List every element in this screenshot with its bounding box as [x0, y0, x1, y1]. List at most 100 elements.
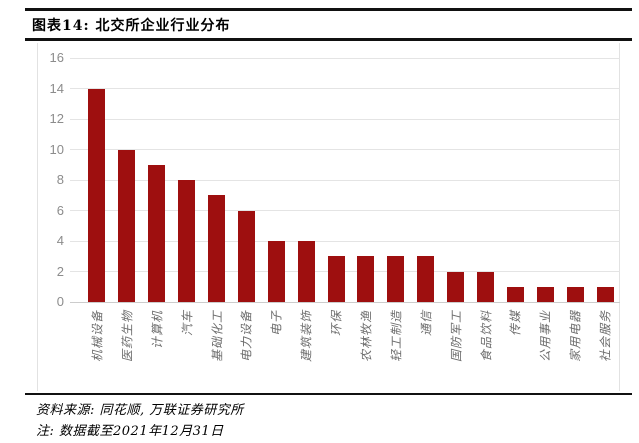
- x-axis-label-slot: 建筑装饰: [291, 310, 321, 394]
- y-axis-tick-label: 10: [49, 141, 64, 157]
- bar: [267, 241, 285, 302]
- chart-title: 图表14: 北交所企业行业分布: [32, 18, 231, 34]
- x-axis-label: 医药生物: [120, 310, 135, 363]
- x-axis-label-slot: 汽车: [172, 310, 202, 394]
- y-axis-tick-label: 8: [56, 172, 64, 187]
- bar-slot: [381, 58, 411, 302]
- x-axis-labels: 机械设备 医药生物 计算机 汽车 基础化工 电力设备 电子 建筑装饰 环保 农林牧渔 轻工制造 通信国…: [82, 310, 620, 394]
- gridline: [70, 57, 620, 59]
- bar-slot: [261, 58, 291, 302]
- y-axis-tick-label: 4: [56, 233, 64, 248]
- top-rule: [25, 8, 632, 11]
- x-axis-label-slot: 农林牧渔: [351, 310, 381, 394]
- bar-slot: [172, 58, 202, 302]
- x-axis-label-slot: 机械设备: [82, 310, 112, 394]
- x-axis-label: 家用电器: [568, 310, 583, 363]
- bar-slot: [560, 58, 590, 302]
- x-axis-label-slot: 国防军工: [441, 310, 471, 394]
- bar-slot: [291, 58, 321, 302]
- x-axis-label: 轻工制造: [389, 310, 404, 363]
- bar: [88, 88, 106, 302]
- gridline: [70, 149, 620, 150]
- bar: [357, 256, 375, 302]
- chart-border-right: [619, 43, 620, 391]
- y-axis-tick-label: 2: [56, 263, 64, 279]
- x-axis-label-slot: 医药生物: [112, 310, 142, 394]
- bar-slot: [112, 58, 142, 302]
- gridline: [70, 240, 620, 242]
- x-axis-label: 建筑装饰: [299, 310, 314, 363]
- x-axis-label: 汽车: [180, 310, 195, 337]
- y-axis-tick-label: 12: [49, 111, 64, 126]
- bar: [447, 271, 465, 302]
- x-axis-label-slot: 电子: [261, 310, 291, 394]
- x-axis-label: 环保: [329, 310, 344, 337]
- x-axis-label-slot: 社会服务: [590, 310, 620, 394]
- bar: [536, 286, 554, 302]
- bar: [118, 149, 136, 302]
- x-axis-label: 食品饮料: [479, 310, 494, 363]
- x-axis-label-slot: 公用事业: [530, 310, 560, 394]
- x-axis-label: 电子: [269, 310, 284, 337]
- title-rule: [25, 38, 632, 41]
- x-axis-label-slot: 计算机: [142, 310, 172, 394]
- bar: [506, 286, 524, 302]
- gridline: [70, 88, 620, 89]
- bar: [417, 256, 435, 302]
- bar: [327, 256, 345, 302]
- x-axis-label: 公用事业: [538, 310, 553, 363]
- bar-slot: [82, 58, 112, 302]
- footer-rule: [25, 393, 632, 395]
- bar-slot: [441, 58, 471, 302]
- bar-slot: [530, 58, 560, 302]
- x-axis-label-slot: 通信: [411, 310, 441, 394]
- bar-slot: [471, 58, 501, 302]
- bar-slot: [590, 58, 620, 302]
- x-axis-label: 计算机: [150, 310, 165, 350]
- x-axis-label-slot: 电力设备: [231, 310, 261, 394]
- x-axis-label-slot: 家用电器: [560, 310, 590, 394]
- y-axis-tick-label: 16: [49, 50, 64, 65]
- gridline: [70, 118, 620, 120]
- plot-area: [82, 58, 620, 302]
- bar: [297, 241, 315, 302]
- x-axis-label: 机械设备: [90, 310, 105, 363]
- x-axis-line: [70, 301, 620, 303]
- bar-slot: [411, 58, 441, 302]
- y-axis-tick-label: 14: [49, 80, 64, 96]
- x-axis-label-slot: 食品饮料: [471, 310, 501, 394]
- x-axis-label: 国防军工: [449, 310, 464, 363]
- gridline: [70, 210, 620, 211]
- gridline: [70, 271, 620, 272]
- bar-slot: [351, 58, 381, 302]
- x-axis-label: 基础化工: [210, 310, 224, 363]
- bar-slot: [321, 58, 351, 302]
- source-note: 资料来源: 同花顺, 万联证券研究所: [36, 403, 244, 418]
- x-axis-label: 农林牧渔: [359, 310, 374, 363]
- y-axis-tick-label: 6: [56, 202, 64, 218]
- chart-border-left: [37, 43, 38, 391]
- bar: [566, 286, 584, 302]
- x-axis-label-slot: 环保: [321, 310, 351, 394]
- bar-slot: [202, 58, 232, 302]
- bar: [387, 256, 405, 302]
- x-axis-label: 社会服务: [598, 310, 613, 363]
- x-axis-label: 通信: [419, 310, 434, 337]
- data-note: 注: 数据截至2021年12月31日: [36, 424, 224, 439]
- x-axis-label-slot: 轻工制造: [381, 310, 411, 394]
- bar-slot: [231, 58, 261, 302]
- bar: [596, 286, 614, 302]
- x-axis-label-slot: 传媒: [500, 310, 530, 394]
- bar-slot: [142, 58, 172, 302]
- bar: [477, 271, 495, 302]
- bar: [208, 195, 225, 302]
- y-axis-tick-label: 0: [56, 294, 64, 309]
- bar: [178, 180, 196, 302]
- x-axis-label: 电力设备: [239, 310, 254, 363]
- gridline: [70, 179, 620, 181]
- bar: [148, 164, 166, 302]
- bar: [237, 210, 255, 302]
- bar-slot: [500, 58, 530, 302]
- x-axis-label: 传媒: [508, 310, 523, 337]
